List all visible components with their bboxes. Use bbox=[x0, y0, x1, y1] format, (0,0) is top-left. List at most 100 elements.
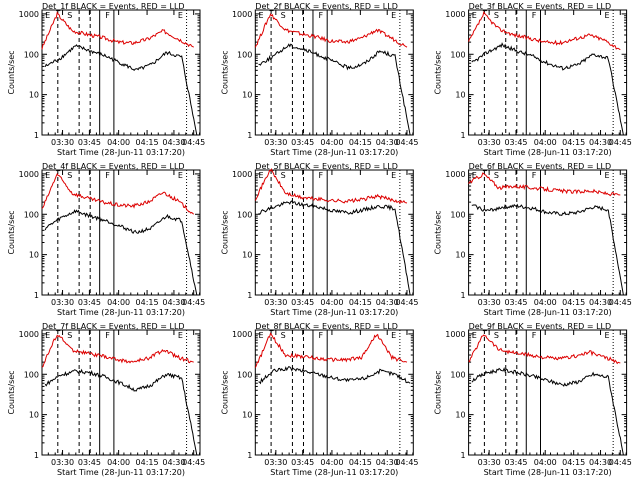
plot-frame bbox=[468, 329, 628, 456]
y-tick-label: 100 bbox=[450, 370, 465, 379]
y-tick-label: 1000 bbox=[445, 170, 465, 179]
event-letter-label: S bbox=[281, 331, 286, 340]
event-letter-label: S bbox=[281, 171, 286, 180]
x-tick-label: 04:30 bbox=[589, 298, 612, 307]
chart-panel: Det_4f BLACK = Events, RED = LLD 1 10 100 10… bbox=[7, 162, 205, 317]
y-axis-label: Counts/sec bbox=[7, 50, 16, 94]
x-tick-label: 04:00 bbox=[534, 298, 557, 307]
chart-panel: Det_3f BLACK = Events, RED = LLD 1 10 100 10… bbox=[434, 2, 632, 157]
chart-panel: Det_8f BLACK = Events, RED = LLD 1 10 100 10… bbox=[220, 322, 418, 477]
y-tick-label: 10 bbox=[242, 411, 252, 420]
x-tick-label: 04:15 bbox=[136, 138, 159, 147]
event-letter-label: E bbox=[45, 171, 50, 180]
x-axis-label: Start Time (28-Jun-11 03:17:20) bbox=[484, 148, 612, 157]
x-tick-label: 04:45 bbox=[182, 458, 205, 467]
x-tick-label: 04:00 bbox=[320, 458, 343, 467]
y-tick-label: 10 bbox=[455, 91, 465, 100]
y-tick-label: 1 bbox=[247, 291, 252, 300]
x-tick-label: 04:30 bbox=[162, 138, 185, 147]
y-tick-label: 100 bbox=[24, 210, 39, 219]
x-axis-label: Start Time (28-Jun-11 03:17:20) bbox=[270, 308, 398, 317]
chart-title: Det_2f BLACK = Events, RED = LLD bbox=[255, 2, 398, 11]
event-letter-label: F bbox=[532, 331, 537, 340]
chart-title: Det_7f BLACK = Events, RED = LLD bbox=[42, 322, 185, 331]
y-tick-label: 100 bbox=[24, 50, 39, 59]
x-tick-label: 04:45 bbox=[609, 298, 632, 307]
lld-series-line bbox=[41, 334, 194, 368]
event-letter-label: E bbox=[472, 11, 477, 20]
chart-title: Det_6f BLACK = Events, RED = LLD bbox=[469, 162, 612, 171]
chart-title: Det_3f BLACK = Events, RED = LLD bbox=[469, 2, 612, 11]
x-axis-label: Start Time (28-Jun-11 03:17:20) bbox=[484, 468, 612, 477]
y-axis-label: Counts/sec bbox=[220, 210, 229, 254]
y-tick-label: 1 bbox=[461, 451, 466, 460]
event-letter-label: F bbox=[319, 331, 324, 340]
event-letter-label: S bbox=[67, 331, 72, 340]
y-tick-label: 10 bbox=[242, 91, 252, 100]
events-series-line bbox=[44, 368, 198, 456]
x-tick-label: 04:15 bbox=[562, 138, 585, 147]
y-axis-label: Counts/sec bbox=[220, 50, 229, 94]
event-letter-label: F bbox=[532, 11, 537, 20]
x-tick-label: 03:45 bbox=[78, 138, 101, 147]
y-tick-label: 1000 bbox=[445, 330, 465, 339]
x-tick-label: 03:30 bbox=[264, 458, 287, 467]
y-axis-label: Counts/sec bbox=[434, 210, 443, 254]
event-letter-label: F bbox=[319, 171, 324, 180]
x-axis-label: Start Time (28-Jun-11 03:17:20) bbox=[270, 148, 398, 157]
plot-frame bbox=[41, 169, 201, 296]
y-tick-label: 1000 bbox=[232, 10, 252, 19]
x-tick-label: 04:15 bbox=[349, 298, 372, 307]
x-tick-label: 04:00 bbox=[534, 138, 557, 147]
lld-series-line bbox=[254, 332, 408, 368]
y-axis-label: Counts/sec bbox=[7, 210, 16, 254]
x-axis-label: Start Time (28-Jun-11 03:17:20) bbox=[57, 468, 185, 477]
events-series-line bbox=[258, 365, 411, 385]
event-letter-label: S bbox=[281, 11, 286, 20]
x-tick-label: 04:45 bbox=[182, 138, 205, 147]
y-axis-label: Counts/sec bbox=[7, 370, 16, 414]
plot-frame bbox=[468, 169, 628, 296]
y-tick-label: 100 bbox=[24, 370, 39, 379]
y-tick-label: 1000 bbox=[445, 10, 465, 19]
x-tick-label: 04:00 bbox=[107, 298, 130, 307]
chart-panel: Det_2f BLACK = Events, RED = LLD 1 10 100 10… bbox=[220, 2, 418, 157]
plot-frame bbox=[254, 329, 414, 456]
chart-title: Det_1f BLACK = Events, RED = LLD bbox=[42, 2, 185, 11]
x-tick-label: 03:45 bbox=[78, 298, 101, 307]
x-tick-label: 03:30 bbox=[264, 298, 287, 307]
event-letter-label: E bbox=[178, 11, 183, 20]
chart-panel: Det_9f BLACK = Events, RED = LLD 1 10 100 10… bbox=[434, 322, 632, 477]
event-letter-label: E bbox=[258, 11, 263, 20]
chart-panel: Det_7f BLACK = Events, RED = LLD 1 10 100 10… bbox=[7, 322, 205, 477]
event-letter-label: F bbox=[105, 11, 110, 20]
y-tick-label: 1 bbox=[461, 291, 466, 300]
x-axis-label: Start Time (28-Jun-11 03:17:20) bbox=[57, 148, 185, 157]
event-letter-label: E bbox=[391, 11, 396, 20]
y-tick-label: 1 bbox=[461, 131, 466, 140]
x-tick-label: 04:00 bbox=[107, 138, 130, 147]
x-tick-label: 04:00 bbox=[107, 458, 130, 467]
plot-frame bbox=[41, 9, 201, 136]
x-tick-label: 04:30 bbox=[162, 458, 185, 467]
x-tick-label: 03:45 bbox=[504, 298, 527, 307]
plot-frame bbox=[41, 329, 201, 456]
event-letter-label: S bbox=[67, 11, 72, 20]
y-axis-label: Counts/sec bbox=[434, 50, 443, 94]
x-tick-label: 04:30 bbox=[589, 458, 612, 467]
plot-frame bbox=[254, 169, 414, 296]
event-letter-label: S bbox=[494, 331, 499, 340]
events-series-line bbox=[471, 203, 624, 296]
x-tick-label: 03:45 bbox=[291, 458, 314, 467]
event-letter-label: E bbox=[258, 331, 263, 340]
x-tick-label: 04:00 bbox=[534, 458, 557, 467]
y-axis-label: Counts/sec bbox=[220, 370, 229, 414]
x-tick-label: 04:45 bbox=[395, 458, 418, 467]
y-tick-label: 100 bbox=[237, 210, 252, 219]
y-tick-label: 10 bbox=[242, 251, 252, 260]
x-tick-label: 04:15 bbox=[136, 298, 159, 307]
event-letter-label: E bbox=[178, 171, 183, 180]
event-letter-label: E bbox=[604, 331, 609, 340]
event-letter-label: E bbox=[45, 11, 50, 20]
